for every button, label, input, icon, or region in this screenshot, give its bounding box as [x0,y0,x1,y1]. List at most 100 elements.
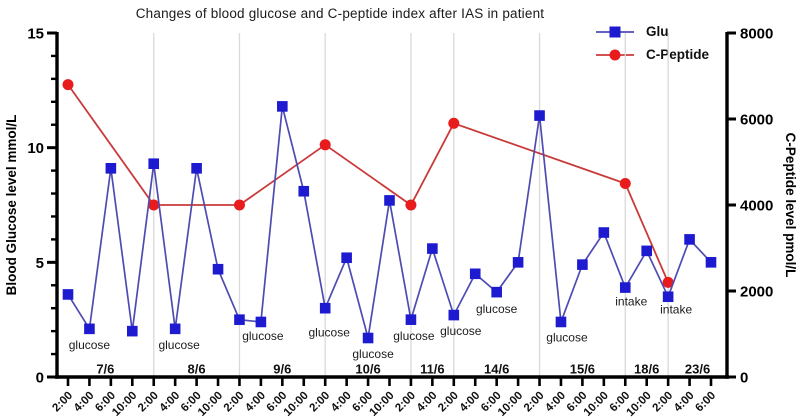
glu-point [84,323,95,335]
glu-point [319,302,331,314]
left-axis-tick-label: 0 [36,370,44,387]
c-peptide-line [67,84,669,283]
legend: Glu C-Peptide [596,20,709,66]
time-tick-label: 4:00 [158,390,183,415]
glu-point [255,316,267,328]
glu-point [212,263,224,275]
left-axis-tick-label: 10 [27,140,44,157]
glu-point [298,185,310,197]
glu-point [641,245,652,257]
time-tick-label: 2:00 [650,390,675,415]
glu-point [534,110,545,121]
left-axis-tick-label: 15 [27,26,44,43]
date-label: 11/6 [420,362,445,377]
date-label: 8/6 [188,362,206,377]
time-tick-label: 10:00 [496,390,525,419]
glu-point [555,316,567,328]
glu-point [448,309,460,321]
annotation-glucose: glucose [393,329,435,343]
glu-point [105,163,117,174]
glu-point [62,289,74,300]
time-tick-label: 2:00 [522,390,547,415]
right-axis-tick-label: 8000 [740,26,773,43]
glu-point [234,314,245,325]
legend-item-c-peptide: C-Peptide [596,43,709,66]
annotation-glucose: glucose [158,338,200,352]
glu-point [577,259,588,270]
c-peptide-point [62,79,74,91]
c-peptide-point [662,276,674,288]
time-tick-label: 10:00 [625,390,654,419]
c-peptide-point [619,178,631,189]
time-tick-label: 4:00 [72,390,97,415]
time-tick-label: 2:00 [50,390,75,415]
glu-point [662,291,674,303]
glu-point [684,234,695,245]
legend-label-c-peptide: C-Peptide [646,47,710,62]
glu-point [148,158,160,170]
glu-point [491,286,502,298]
time-tick-label: 10:00 [582,390,611,419]
time-tick-label: 2:00 [308,390,333,415]
time-tick-label: 10:00 [282,390,311,419]
glu-point [127,325,138,337]
annotation-glucose: glucose [352,347,394,361]
glu-point [362,332,374,344]
glu-point [469,268,481,280]
legend-item-glu: Glu [596,20,709,43]
glu-point [191,163,202,174]
glu-marker-icon [596,26,634,37]
date-label: 9/6 [273,362,291,377]
glu-point [427,243,438,254]
time-tick-label: 2:00 [136,390,161,415]
time-tick-label: 2:00 [222,390,247,415]
c-peptide-point [233,199,245,211]
glu-point [341,252,352,264]
time-tick-label: 4:00 [243,390,268,415]
right-axis-tick-label: 0 [740,370,748,387]
time-tick-label: 10:00 [367,390,396,419]
annotation-glucose: glucose [242,329,284,343]
glu-point [405,314,417,325]
glu-point [619,282,631,293]
glu-point [598,227,610,238]
c-peptide-marker-icon [596,49,634,60]
glu-point [512,257,524,268]
left-axis-tick-label: 5 [36,255,44,272]
date-label: 23/6 [685,362,710,377]
annotation-glucose: glucose [546,331,588,345]
date-label: 18/6 [634,362,659,377]
date-label: 15/6 [570,362,595,377]
c-peptide-point [448,117,460,129]
right-axis-tick-label: 4000 [740,198,773,215]
left-axis-title: Blood Glucose level mmol/L [4,115,19,296]
right-axis-tick-label: 6000 [740,112,773,129]
time-tick-label: 10:00 [196,390,225,419]
glu-point [169,323,181,335]
time-tick-label: 4:00 [415,390,440,415]
glu-point [705,257,717,268]
legend-label-glu: Glu [646,24,669,39]
time-tick-label: 4:00 [543,390,568,415]
time-tick-label: 10:00 [110,390,139,419]
glu-point [277,101,288,112]
annotation-glucose: glucose [69,338,111,352]
time-tick-label: 4:00 [458,390,483,415]
c-peptide-point [148,199,160,211]
chart-title: Changes of blood glucose and C-peptide i… [135,6,545,21]
right-axis-title: C-Peptide level pmol/L [783,133,798,278]
annotation-glucose: glucose [440,324,482,338]
time-tick-label: 6:00 [693,390,718,415]
time-tick-label: 2:00 [436,390,461,415]
date-label: 7/6 [96,362,114,377]
time-tick-label: 2:00 [393,390,418,415]
date-label: 10/6 [355,362,380,377]
time-tick-label: 4:00 [672,390,697,415]
annotation-intake: intake [660,302,692,316]
right-axis-tick-label: 2000 [740,284,773,301]
glu-point [384,195,395,206]
annotation-glucose: glucose [309,325,351,339]
c-peptide-point [405,199,417,211]
annotation-intake: intake [615,294,647,308]
